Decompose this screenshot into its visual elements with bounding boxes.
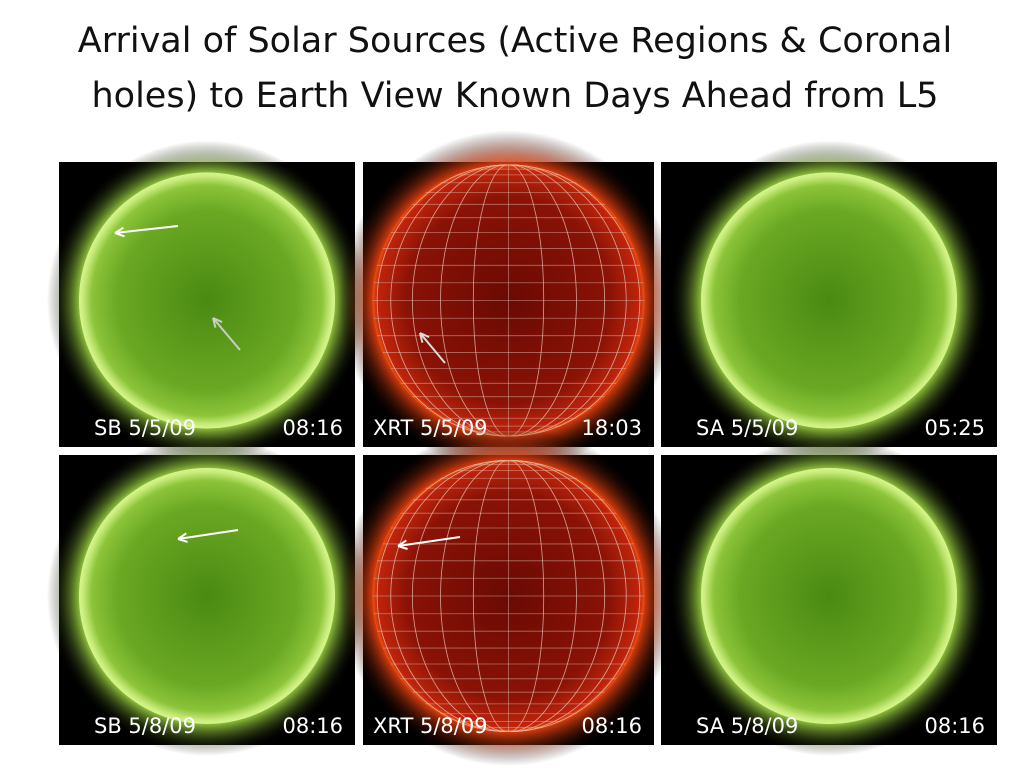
panel-time: 08:16 <box>924 714 985 738</box>
arrow-head <box>397 539 408 550</box>
title-line: holes) to Earth View Known Days Ahead fr… <box>91 76 938 116</box>
arrow <box>212 317 241 351</box>
arrow <box>114 225 179 234</box>
panel-label: XRT 5/8/09 <box>373 714 488 738</box>
sun-disk <box>701 468 957 724</box>
solar-panel: SA 5/5/09 05:25 <box>661 140 997 461</box>
panel-time: 08:16 <box>581 714 642 738</box>
sun-disk <box>701 172 957 429</box>
solar-panel: SB 5/8/09 08:16 <box>47 436 367 756</box>
arrow <box>177 529 239 540</box>
solar-panel: SA 5/8/09 08:16 <box>661 436 997 756</box>
solar-panel: SB 5/5/09 08:16 <box>47 140 367 461</box>
arrow-head <box>177 532 188 543</box>
solar-panel: XRT 5/8/09 08:16 <box>338 426 679 766</box>
panel-label: SB 5/5/09 <box>94 416 196 440</box>
arrow-head <box>419 332 430 343</box>
panel-time: 08:16 <box>282 714 343 738</box>
panel-time: 18:03 <box>581 416 642 440</box>
arrow <box>397 536 461 547</box>
panel-label: SA 5/5/09 <box>696 416 798 440</box>
arrow-head <box>114 226 125 238</box>
coordinate-grid <box>372 460 645 732</box>
panel-time: 08:16 <box>282 416 343 440</box>
arrow-head <box>212 317 223 328</box>
panel-time: 05:25 <box>924 416 985 440</box>
solar-panel: XRT 5/5/09 18:03 <box>338 130 679 471</box>
panel-label: SB 5/8/09 <box>94 714 196 738</box>
sun-disk <box>79 172 335 429</box>
title-line: Arrival of Solar Sources (Active Regions… <box>78 21 952 61</box>
panel-label: SA 5/8/09 <box>696 714 798 738</box>
sun-disk <box>79 468 335 724</box>
arrow <box>419 332 446 364</box>
